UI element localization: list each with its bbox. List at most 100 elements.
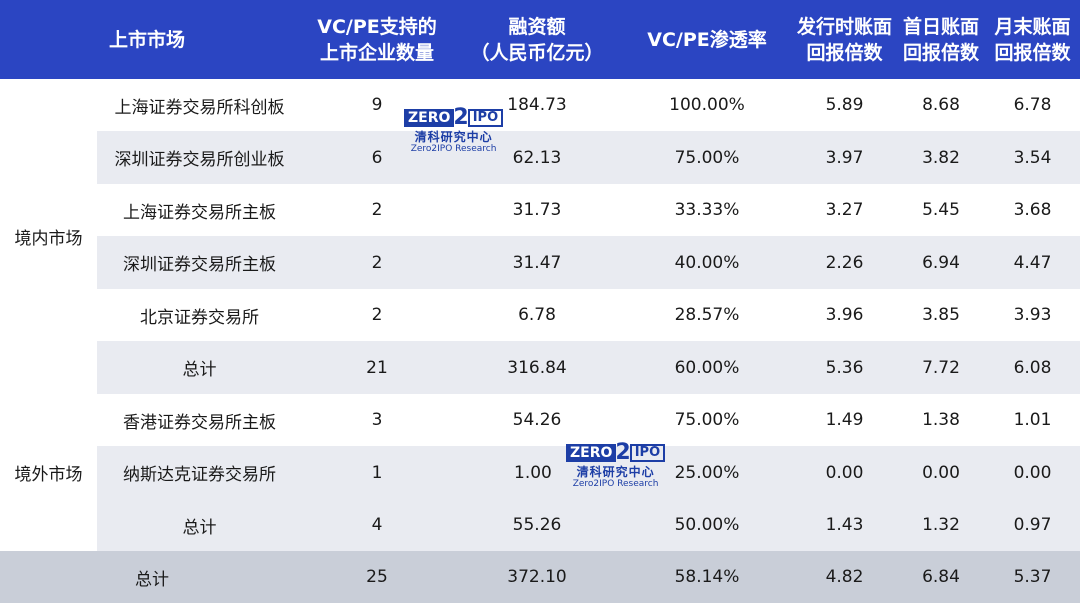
table-row: 深圳证券交易所创业板 6 62.13 75.00% 3.97 3.82 3.54 (0, 131, 1080, 184)
row-first-day-return: 8.68 (922, 95, 960, 115)
logo-chinese-name: 清科研究中心 (414, 130, 493, 144)
row-penetration: 50.00% (674, 515, 740, 535)
header-market-label: 上市市场 (108, 28, 185, 51)
grand-total-left-cell (0, 551, 97, 603)
row-first-day-return: 1.38 (922, 410, 960, 430)
row-amount: 55.26 (512, 515, 562, 535)
row-count: 21 (366, 357, 388, 378)
row-month-end-return: 5.37 (1013, 567, 1052, 587)
logo-ipo-text: IPO (629, 444, 666, 462)
row-month-end-return: 6.78 (1013, 95, 1052, 115)
row-market-name: 深圳证券交易所创业板 (114, 150, 285, 170)
row-first-day-return: 6.84 (922, 567, 960, 587)
row-first-day-return: 6.94 (922, 252, 960, 273)
logo-zero-text: ZERO (566, 444, 617, 462)
row-first-day-return: 0.00 (922, 462, 960, 483)
row-month-end-return: 4.47 (1013, 252, 1052, 273)
row-issue-return: 5.89 (825, 95, 864, 115)
row-month-end-return: 1.01 (1013, 410, 1052, 430)
row-amount: 184.73 (507, 95, 567, 115)
row-issue-return: 2.26 (825, 252, 864, 273)
row-issue-return: 1.49 (825, 410, 864, 430)
header-amount-line2: （人民币亿元） (470, 41, 604, 64)
row-penetration: 28.57% (674, 305, 740, 325)
row-first-day-return: 3.85 (922, 305, 960, 325)
row-market-name: 北京证券交易所 (140, 307, 259, 328)
row-count: 3 (371, 410, 383, 430)
row-penetration: 58.14% (674, 567, 740, 587)
row-amount: 316.84 (507, 357, 567, 378)
row-issue-return: 1.43 (825, 515, 864, 535)
header-penetration-label: VC/PE渗透率 (647, 28, 767, 51)
row-month-end-return: 6.08 (1013, 357, 1052, 378)
header-issue-line1: 发行时账面 (796, 15, 892, 38)
header-issue-return: 发行时账面 回报倍数 (792, 0, 897, 79)
row-first-day-return: 5.45 (922, 200, 960, 220)
logo-two-text: 2 (453, 105, 469, 130)
group-overseas-market: 境外市场 (0, 394, 97, 551)
header-count: VC/PE支持的 上市企业数量 (302, 0, 452, 79)
group-domestic-market: 境内市场 (0, 79, 97, 394)
row-penetration: 60.00% (674, 357, 740, 378)
table-row: 深圳证券交易所主板 2 31.47 40.00% 2.26 6.94 4.47 (0, 236, 1080, 289)
row-amount: 1.00 (514, 462, 552, 483)
row-issue-return: 3.96 (825, 305, 864, 325)
row-first-day-return: 3.82 (922, 147, 960, 168)
logo-ipo-text: IPO (467, 109, 504, 127)
row-market-name: 深圳证券交易所主板 (123, 255, 276, 275)
row-count: 9 (371, 95, 383, 115)
header-amount-line1: 融资额 (508, 15, 566, 38)
zero2ipo-logo-mark: ZERO 2 IPO (566, 442, 666, 464)
row-issue-return: 0.00 (825, 462, 864, 483)
row-market-name: 纳斯达克证券交易所 (123, 465, 276, 485)
header-first-line1: 首日账面 (902, 15, 979, 38)
row-issue-return: 3.27 (825, 200, 864, 220)
row-amount: 31.73 (512, 200, 562, 220)
row-penetration: 33.33% (674, 200, 740, 220)
table-row: 上海证券交易所科创板 9 184.73 100.00% 5.89 8.68 6.… (0, 79, 1080, 131)
header-month-line2: 回报倍数 (994, 41, 1071, 64)
row-penetration: 75.00% (674, 410, 740, 430)
zero2ipo-logo-mark: ZERO 2 IPO (404, 105, 504, 130)
row-amount: 372.10 (507, 567, 567, 587)
row-issue-return: 5.36 (825, 357, 864, 378)
header-first-line2: 回报倍数 (902, 41, 979, 64)
row-issue-return: 3.97 (825, 147, 864, 168)
row-month-end-return: 3.54 (1013, 147, 1052, 168)
group-overseas-label: 境外市场 (14, 465, 83, 485)
header-count-line1: VC/PE支持的 (317, 15, 437, 38)
group-domestic-label: 境内市场 (14, 229, 83, 249)
row-market-name: 上海证券交易所科创板 (114, 97, 285, 118)
row-month-end-return: 3.93 (1013, 305, 1052, 325)
subtotal-row-domestic: 总计 21 316.84 60.00% 5.36 7.72 6.08 (0, 341, 1080, 394)
table-row: 纳斯达克证券交易所 1 1.00 25.00% 0.00 0.00 0.00 (0, 446, 1080, 499)
row-amount: 62.13 (512, 147, 562, 168)
row-count: 4 (371, 515, 383, 535)
row-count: 1 (371, 462, 383, 483)
logo-zero-text: ZERO (404, 109, 455, 127)
header-issue-line2: 回报倍数 (806, 41, 883, 64)
row-issue-return: 4.82 (825, 567, 864, 587)
row-amount: 54.26 (512, 410, 562, 430)
row-penetration: 75.00% (674, 147, 740, 168)
row-month-end-return: 0.00 (1013, 462, 1052, 483)
header-market: 上市市场 (97, 0, 197, 79)
row-penetration: 40.00% (674, 252, 740, 273)
zero2ipo-watermark-logo: ZERO 2 IPO 清科研究中心 Zero2IPO Research (566, 442, 666, 489)
table-row: 北京证券交易所 2 6.78 28.57% 3.96 3.85 3.93 (0, 289, 1080, 341)
table-header: 上市市场 VC/PE支持的 上市企业数量 融资额 （人民币亿元） VC/PE渗透… (0, 0, 1080, 79)
logo-english-name: Zero2IPO Research (572, 479, 659, 489)
row-count: 6 (371, 147, 383, 168)
zero2ipo-watermark-logo: ZERO 2 IPO 清科研究中心 Zero2IPO Research (404, 105, 504, 154)
logo-chinese-name: 清科研究中心 (576, 465, 655, 479)
row-market-name: 香港证券交易所主板 (123, 412, 276, 433)
header-month-end-return: 月末账面 回报倍数 (985, 0, 1080, 79)
table-row: 香港证券交易所主板 3 54.26 75.00% 1.49 1.38 1.01 (0, 394, 1080, 446)
grand-total-row: 总计 25 372.10 58.14% 4.82 6.84 5.37 (0, 551, 1080, 603)
header-first-day-return: 首日账面 回报倍数 (897, 0, 985, 79)
row-market-name: 上海证券交易所主板 (123, 202, 276, 223)
row-penetration: 100.00% (669, 95, 745, 115)
row-market-name: 总计 (135, 569, 169, 590)
logo-english-name: Zero2IPO Research (410, 144, 497, 154)
